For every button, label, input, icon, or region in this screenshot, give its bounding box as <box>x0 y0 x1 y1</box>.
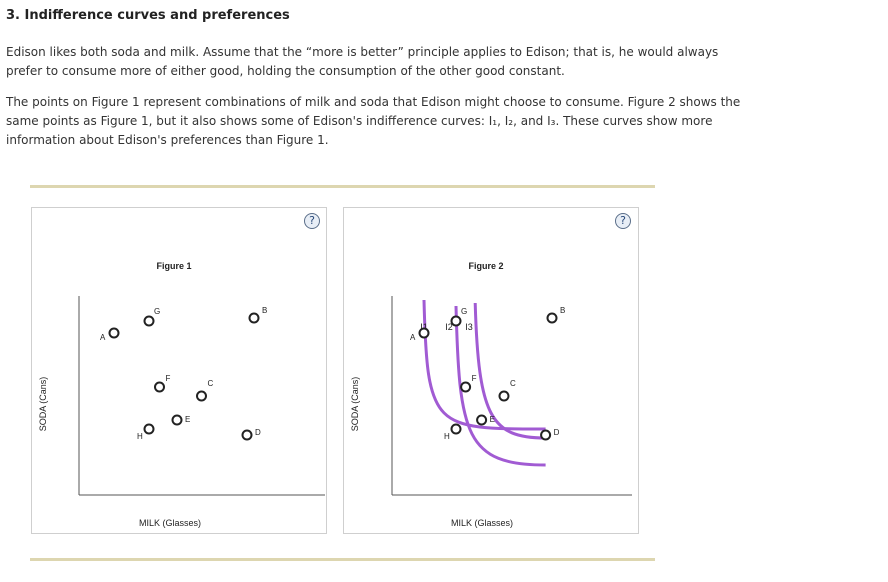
curve-label-i2: I2 <box>445 322 453 332</box>
divider-bottom <box>30 558 655 561</box>
point-label-f: F <box>472 374 477 383</box>
figure-2-xlabel: MILK (Glasses) <box>451 518 513 528</box>
point-d <box>540 429 552 441</box>
figure-1-help-icon[interactable]: ? <box>304 213 320 229</box>
point-label-b: B <box>262 306 267 315</box>
point-label-e: E <box>490 415 495 424</box>
point-e <box>171 414 183 426</box>
point-label-c: C <box>510 379 516 388</box>
point-label-d: D <box>255 428 261 437</box>
intro-paragraph: Edison likes both soda and milk. Assume … <box>6 45 719 78</box>
point-g <box>143 315 155 327</box>
point-g <box>450 315 462 327</box>
indifference-curve-3 <box>473 302 546 440</box>
point-b <box>546 312 558 324</box>
figures-paragraph: The points on Figure 1 represent combina… <box>6 95 741 147</box>
point-label-d: D <box>554 428 560 437</box>
point-d <box>241 429 253 441</box>
figure-2-ylabel: SODA (Cans) <box>350 377 360 432</box>
point-f <box>154 381 165 393</box>
point-h <box>450 423 462 435</box>
question-heading: 3. Indifference curves and preferences <box>6 8 290 23</box>
figure-1-panel <box>31 207 327 534</box>
point-c <box>196 390 207 402</box>
figure-1-title: Figure 1 <box>156 261 191 271</box>
figure-2-title: Figure 2 <box>468 261 503 271</box>
point-c <box>498 390 510 402</box>
curve-label-i3: I3 <box>465 322 473 332</box>
point-label-h: H <box>137 432 143 441</box>
point-label-a: A <box>410 333 416 342</box>
point-label-g: G <box>154 307 160 316</box>
divider-top <box>30 185 655 188</box>
point-b <box>248 312 260 324</box>
point-label-e: E <box>185 415 190 424</box>
figure-2-help-icon[interactable]: ? <box>615 213 631 229</box>
figure-1-xlabel: MILK (Glasses) <box>139 518 201 528</box>
figure-1-ylabel: SODA (Cans) <box>38 377 48 432</box>
indifference-curve-2 <box>454 305 546 467</box>
point-label-c: C <box>208 379 214 388</box>
point-h <box>143 423 155 435</box>
point-label-b: B <box>560 306 565 315</box>
point-f <box>460 381 472 393</box>
point-a <box>108 327 120 339</box>
point-a <box>418 327 430 339</box>
point-e <box>476 414 488 426</box>
indifference-curve-1 <box>422 299 546 431</box>
point-label-a: A <box>100 333 106 342</box>
point-label-f: F <box>166 374 171 383</box>
point-label-h: H <box>444 432 450 441</box>
curve-label-i1: I1 <box>420 322 428 332</box>
point-label-g: G <box>461 307 467 316</box>
